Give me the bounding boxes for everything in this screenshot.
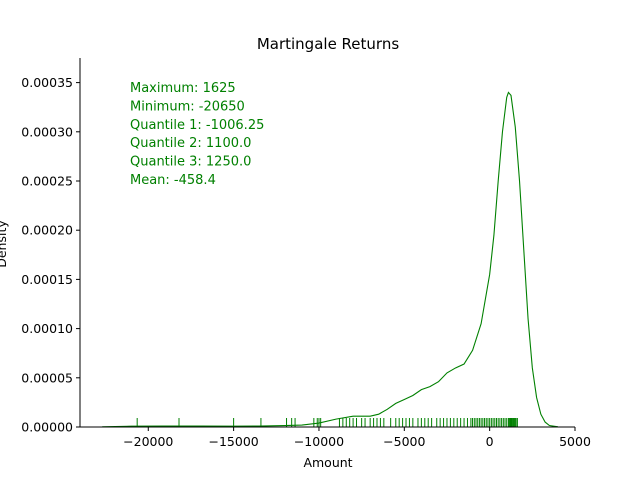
stat-annotation: Quantile 1: -1006.25 [130, 118, 264, 133]
chart-title: Martingale Returns [257, 35, 400, 53]
x-axis-ticks: −20000 −15000 −10000 −5000 0 5000 [123, 427, 591, 449]
y-tick-label: 0.00005 [21, 370, 73, 385]
y-tick-label: 0.00010 [21, 321, 73, 336]
stats-annotations: Maximum: 1625 Minimum: -20650 Quantile 1: … [130, 81, 264, 188]
x-tick-label: 0 [486, 434, 494, 449]
y-tick-label: 0.00035 [21, 75, 73, 90]
stat-annotation: Quantile 3: 1250.0 [130, 155, 251, 170]
y-tick-label: 0.00020 [21, 223, 73, 238]
y-axis-ticks: 0.00000 0.00005 0.00010 0.00015 0.00020 0.000… [21, 75, 80, 435]
y-tick-label: 0.00015 [21, 272, 73, 287]
stat-annotation: Mean: -458.4 [130, 173, 216, 188]
y-tick-label: 0.00000 [21, 420, 73, 435]
x-tick-label: −20000 [123, 434, 173, 449]
x-tick-label: −15000 [208, 434, 258, 449]
y-tick-label: 0.00030 [21, 124, 73, 139]
x-axis-label: Amount [303, 455, 352, 470]
stat-annotation: Maximum: 1625 [130, 81, 236, 96]
x-tick-label: 5000 [559, 434, 591, 449]
density-series-line [102, 91, 559, 428]
x-tick-label: −5000 [383, 434, 425, 449]
y-tick-label: 0.00025 [21, 174, 73, 189]
plot-area [102, 91, 559, 428]
x-tick-label: −10000 [294, 434, 344, 449]
stat-annotation: Minimum: -20650 [130, 99, 245, 114]
y-axis-label: Density [0, 220, 9, 268]
stat-annotation: Quantile 2: 1100.0 [130, 136, 251, 151]
